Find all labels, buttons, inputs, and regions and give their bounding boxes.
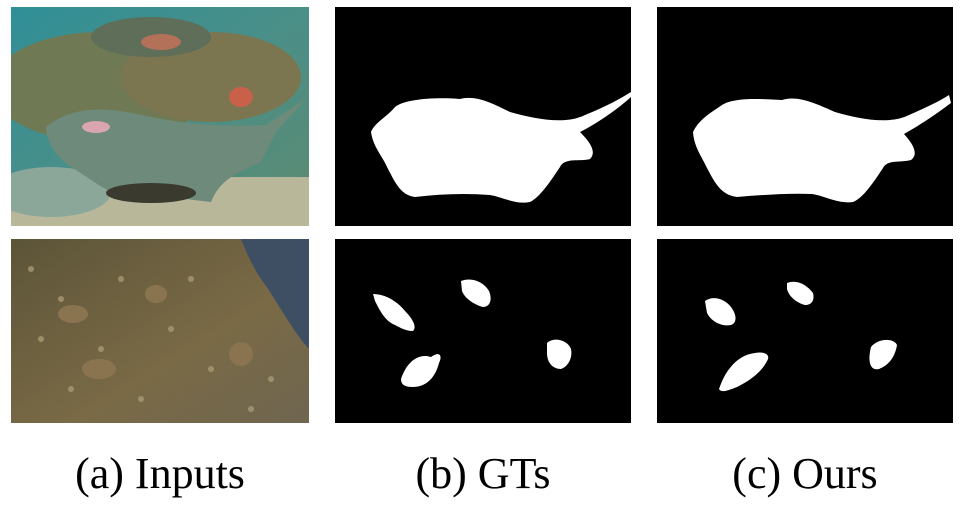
caption-inputs: (a) Inputs <box>75 449 245 498</box>
ground-truth-mask-stingray <box>335 7 631 226</box>
prediction-mask-stingray <box>657 7 953 226</box>
ground-truth-mask-birds <box>335 239 631 423</box>
input-image-stingray <box>11 7 309 226</box>
prediction-mask-birds <box>657 239 953 423</box>
caption-ours: (c) Ours <box>732 449 878 498</box>
input-image-birds <box>11 239 309 423</box>
caption-ground-truths: (b) GTs <box>415 449 551 498</box>
